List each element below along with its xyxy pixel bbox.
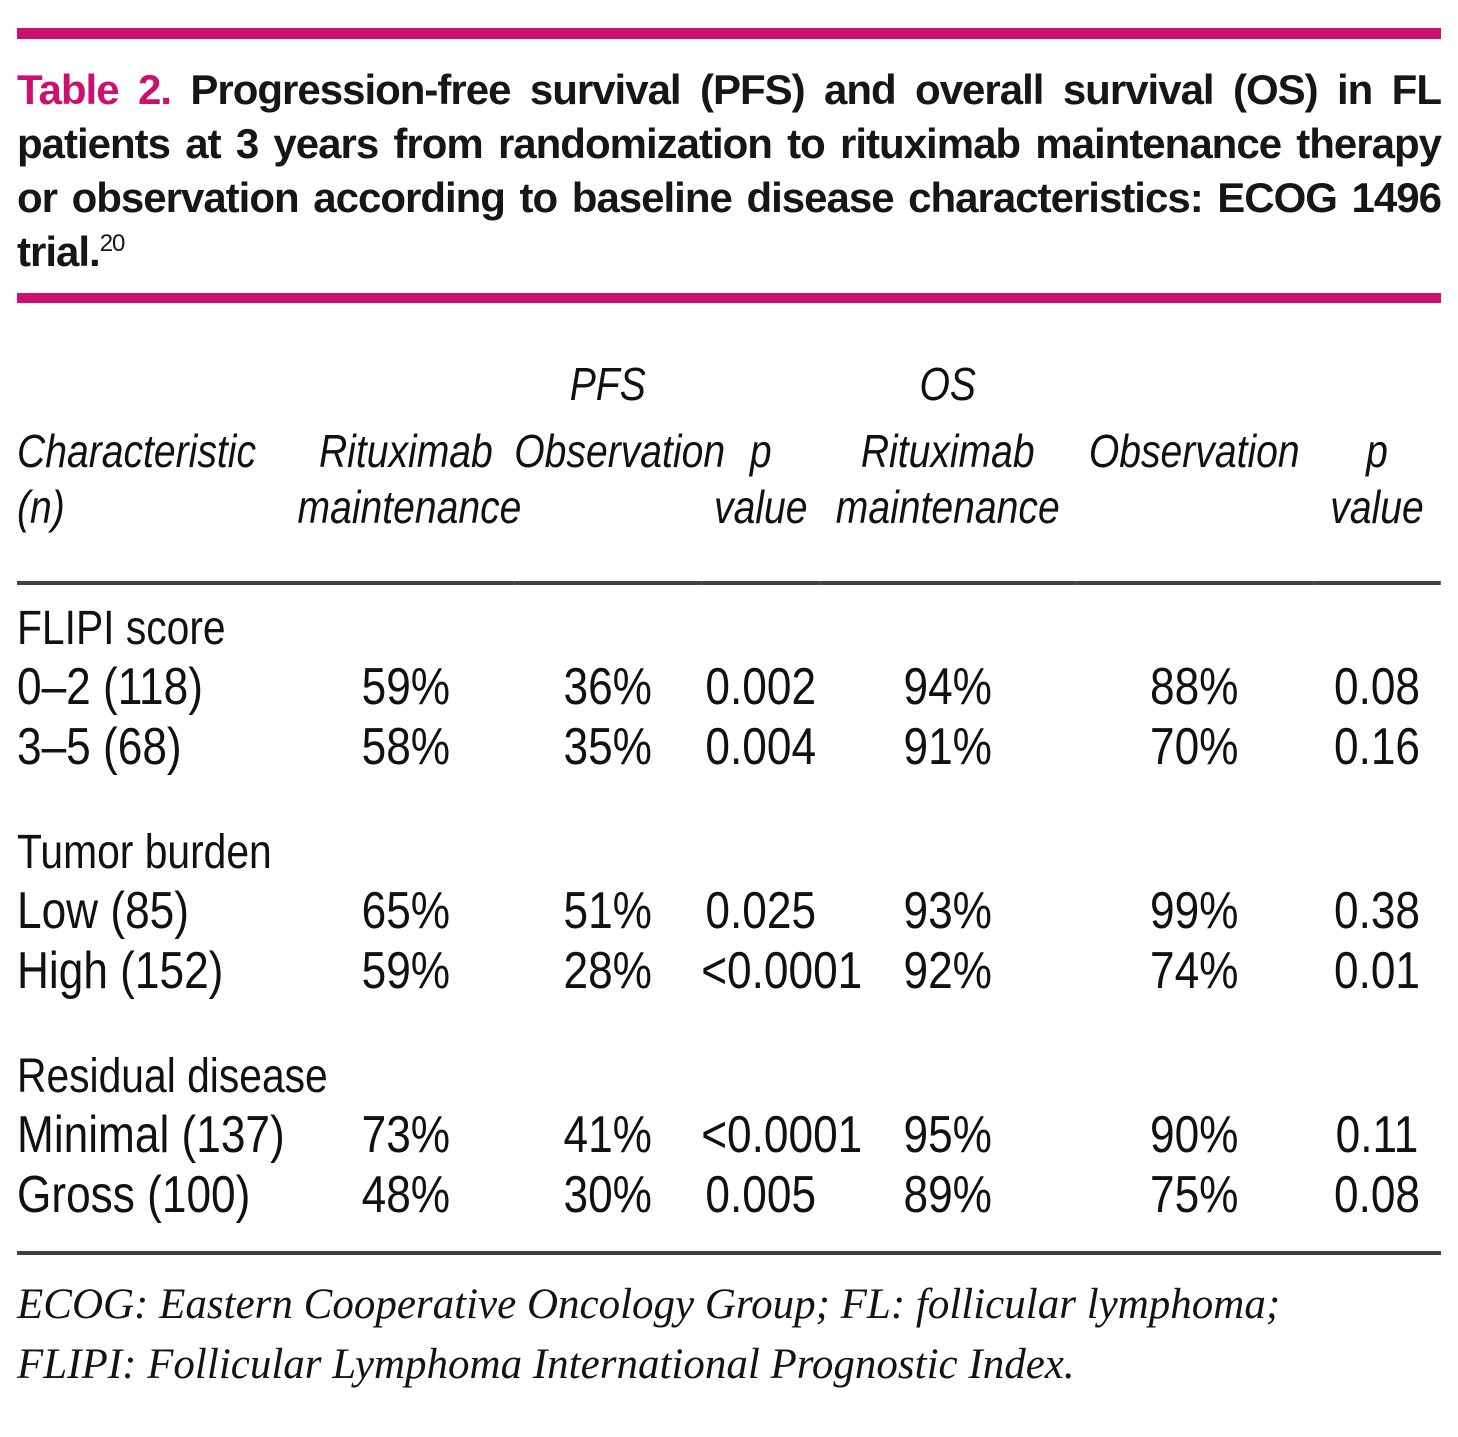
section-label: Tumor burden: [17, 826, 272, 879]
section-row-tumor-burden: Tumor burden: [17, 777, 1441, 881]
cell-os-rituximab: 94%: [903, 658, 992, 716]
cell-os-observation: 88%: [1150, 658, 1239, 716]
section-row-flipi-score: FLIPI score: [17, 583, 1441, 657]
survival-data-table: PFS OS Characteristic (n) Rituximab main…: [17, 303, 1441, 1225]
table-row: Gross (100) 48% 30% 0.005 89% 75% 0.08: [17, 1165, 1441, 1225]
top-accent-bar: [17, 28, 1441, 39]
cell-os-p-value: 0.38: [1333, 882, 1421, 940]
empty-cell: [17, 303, 298, 409]
table-row: High (152) 59% 28% <0.0001 92% 74% 0.01: [17, 941, 1441, 1001]
cell-characteristic: 3–5 (68): [17, 718, 182, 776]
table-row: Minimal (137) 73% 41% <0.0001 95% 90% 0.…: [17, 1105, 1441, 1165]
cell-os-observation: 70%: [1150, 718, 1239, 776]
cell-os-rituximab: 89%: [903, 1166, 992, 1224]
cell-pfs-rituximab: 59%: [361, 658, 451, 716]
section-label: FLIPI score: [17, 602, 226, 655]
table-row: Low (85) 65% 51% 0.025 93% 99% 0.38: [17, 881, 1441, 941]
header-pfs-p-value: p value: [701, 409, 821, 585]
cell-pfs-rituximab: 48%: [361, 1166, 451, 1224]
cell-pfs-observation: 51%: [563, 882, 652, 940]
empty-cell: [701, 303, 820, 409]
cell-pfs-p-value: 0.004: [705, 718, 817, 776]
group-header-os: OS: [919, 358, 976, 410]
cell-characteristic: High (152): [17, 942, 224, 1000]
header-os-observation: Observation: [1075, 409, 1314, 585]
header-pfs-observation: Observation: [514, 409, 725, 585]
cell-pfs-observation: 41%: [563, 1106, 652, 1164]
header-os-p-value: p value: [1313, 409, 1441, 585]
empty-cell: [1313, 303, 1441, 409]
cell-os-rituximab: 95%: [903, 1106, 992, 1164]
reference-superscript: 20: [99, 230, 126, 257]
cell-os-rituximab: 91%: [903, 718, 992, 776]
cell-pfs-rituximab: 73%: [361, 1106, 451, 1164]
cell-pfs-p-value: 0.025: [705, 882, 817, 940]
table-footnote: ECOG: Eastern Cooperative Oncology Group…: [17, 1251, 1441, 1395]
column-header-row: Characteristic (n) Rituximab maintenance…: [17, 409, 1441, 585]
table-number-label: Table 2.: [17, 66, 172, 113]
cell-os-observation: 90%: [1150, 1106, 1239, 1164]
cell-os-p-value: 0.16: [1333, 718, 1421, 776]
cell-characteristic: Gross (100): [17, 1166, 251, 1224]
cell-pfs-p-value: 0.005: [705, 1166, 817, 1224]
table-caption-text: Progression-free survival (PFS) and over…: [17, 66, 1442, 275]
section-label: Residual disease: [17, 1050, 328, 1103]
cell-os-rituximab: 93%: [903, 882, 992, 940]
table-caption: Table 2. Progression-free survival (PFS)…: [17, 63, 1442, 279]
cell-characteristic: Minimal (137): [17, 1106, 285, 1164]
header-pfs-rituximab-maintenance: Rituximab maintenance: [297, 409, 521, 585]
cell-characteristic: 0–2 (118): [17, 658, 203, 716]
cell-characteristic: Low (85): [17, 882, 189, 940]
cell-pfs-p-value: 0.002: [705, 658, 817, 716]
cell-os-observation: 99%: [1150, 882, 1239, 940]
header-characteristic: Characteristic (n): [17, 409, 298, 585]
section-row-residual-disease: Residual disease: [17, 1001, 1441, 1105]
empty-cell: [1075, 303, 1313, 409]
cell-pfs-p-value: <0.0001: [701, 942, 863, 1000]
cell-pfs-observation: 28%: [563, 942, 652, 1000]
cell-os-rituximab: 92%: [903, 942, 992, 1000]
cell-pfs-p-value: <0.0001: [701, 1106, 863, 1164]
group-header-row: PFS OS: [17, 303, 1441, 409]
group-header-pfs: PFS: [569, 358, 646, 410]
cell-pfs-observation: 35%: [563, 718, 652, 776]
cell-os-observation: 75%: [1150, 1166, 1239, 1224]
data-table-wrapper: PFS OS Characteristic (n) Rituximab main…: [17, 303, 1441, 1225]
header-os-rituximab-maintenance: Rituximab maintenance: [820, 409, 1076, 585]
cell-os-p-value: 0.11: [1335, 1106, 1419, 1164]
cell-pfs-rituximab: 59%: [361, 942, 451, 1000]
cell-os-observation: 74%: [1150, 942, 1239, 1000]
cell-pfs-rituximab: 58%: [361, 718, 451, 776]
cell-os-p-value: 0.08: [1333, 658, 1421, 716]
cell-pfs-rituximab: 65%: [361, 882, 451, 940]
table-row: 0–2 (118) 59% 36% 0.002 94% 88% 0.08: [17, 657, 1441, 717]
table-row: 3–5 (68) 58% 35% 0.004 91% 70% 0.16: [17, 717, 1441, 777]
mid-accent-bar: [17, 293, 1441, 303]
cell-pfs-observation: 30%: [563, 1166, 652, 1224]
cell-os-p-value: 0.01: [1333, 942, 1421, 1000]
cell-os-p-value: 0.08: [1333, 1166, 1421, 1224]
cell-pfs-observation: 36%: [563, 658, 652, 716]
empty-cell: [298, 303, 515, 409]
